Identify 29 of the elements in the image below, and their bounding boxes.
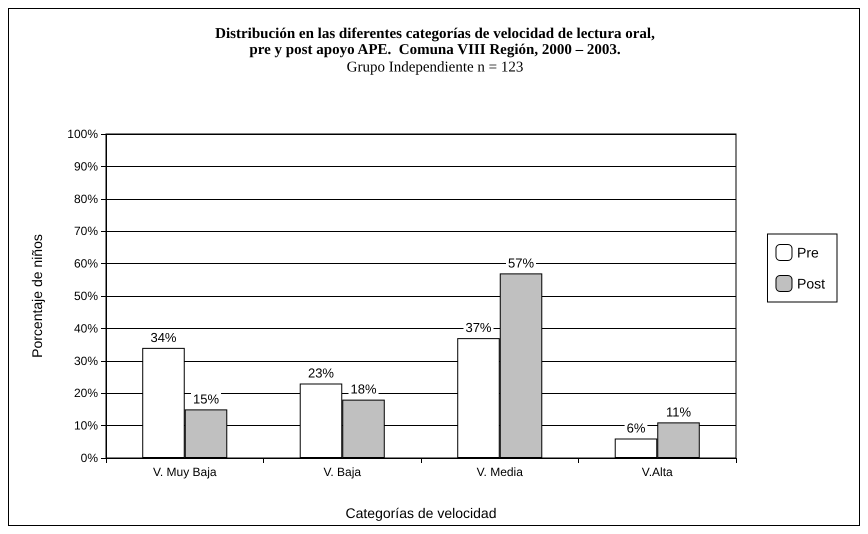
x-axis-title: Categorías de velocidad bbox=[346, 505, 496, 521]
x-tick-label: V. Baja bbox=[323, 465, 362, 479]
y-tick-label: 70% bbox=[74, 224, 98, 238]
y-tick-label: 0% bbox=[80, 451, 98, 465]
data-label: 23% bbox=[308, 365, 334, 380]
y-tick-label: 30% bbox=[74, 354, 98, 368]
x-tick-label: V. Muy Baja bbox=[152, 465, 217, 479]
y-tick-label: 20% bbox=[74, 386, 98, 400]
data-label: 6% bbox=[626, 420, 646, 436]
legend-label: Post bbox=[796, 276, 826, 292]
chart-subtitle: Grupo Independiente n = 123 bbox=[346, 60, 524, 76]
y-tick-label: 80% bbox=[74, 192, 98, 206]
data-label: 37% bbox=[465, 320, 492, 336]
y-tick-label: 40% bbox=[74, 321, 98, 336]
data-label: 11% bbox=[666, 404, 692, 420]
y-tick-label: 60% bbox=[74, 256, 98, 271]
data-label: 34% bbox=[150, 330, 177, 345]
y-tick-label: 50% bbox=[74, 289, 98, 303]
y-axis-title: Porcentaje de niños bbox=[29, 234, 45, 358]
y-tick-label: 90% bbox=[74, 159, 98, 174]
legend-label: Pre bbox=[796, 244, 819, 260]
x-tick-label: V.Alta bbox=[642, 465, 674, 479]
y-tick-label: 100% bbox=[67, 127, 98, 141]
data-label: 15% bbox=[192, 391, 220, 406]
x-tick-label: V. Media bbox=[476, 465, 524, 479]
data-label: 18% bbox=[350, 382, 377, 397]
chart-title: Distribución en las diferentes categorías de velocidad de lectura oral, pre y post apoyo APE. Comuna VIII Región, 2000 – 2003. bbox=[215, 26, 656, 58]
data-label: 57% bbox=[508, 255, 534, 270]
y-tick-label: 10% bbox=[74, 418, 98, 433]
